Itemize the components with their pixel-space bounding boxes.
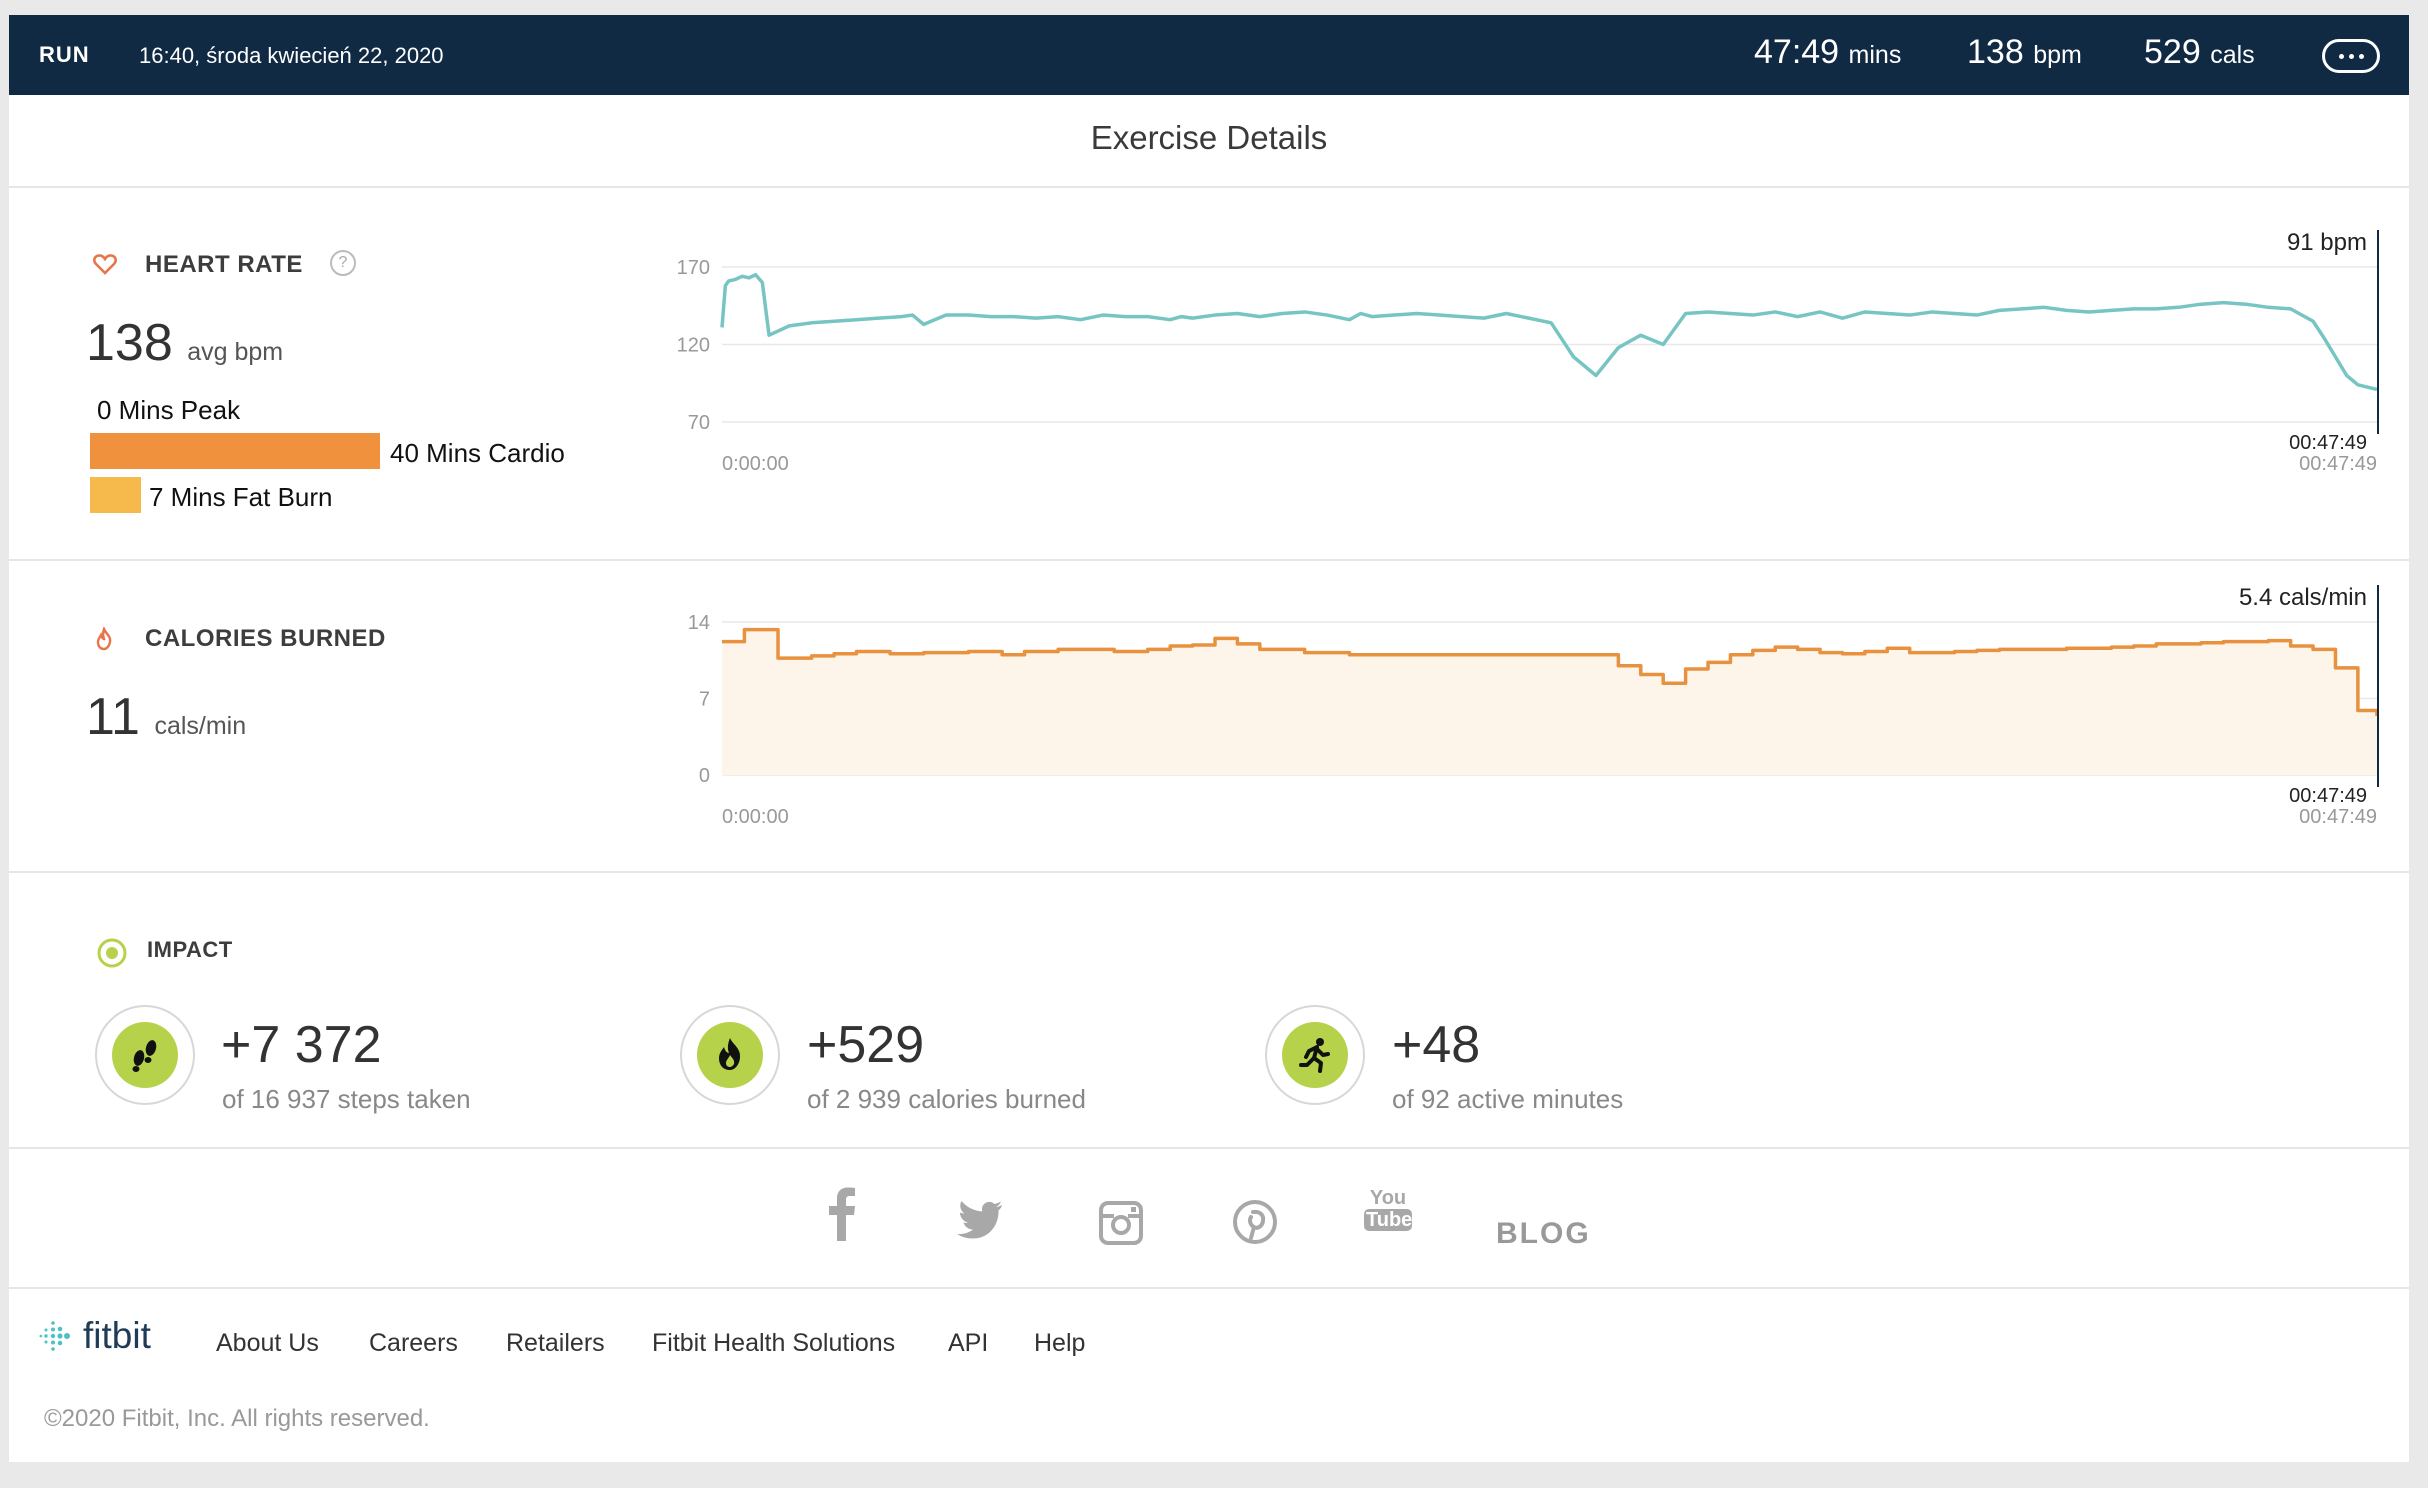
divider [9, 871, 2409, 873]
fat-burn-zone-bar [90, 477, 141, 513]
cal-ytick-label: 14 [688, 612, 710, 634]
divider [9, 1147, 2409, 1149]
fat-burn-zone-label: 7 Mins Fat Burn [149, 482, 333, 512]
fitbit-logo-text: fitbit [83, 1315, 151, 1356]
steps-impact-badge [95, 1005, 195, 1105]
cal-series-line [722, 627, 2379, 716]
avg-bpm-value: 138 [86, 314, 173, 372]
twitter-icon[interactable] [955, 1201, 1003, 1239]
avg-bpm-stat: 138 bpm [1967, 33, 2082, 72]
active-minutes-impact-badge [1265, 1005, 1365, 1105]
divider [9, 186, 2409, 188]
instagram-icon[interactable] [1099, 1201, 1143, 1245]
blog-link[interactable]: BLOG [1496, 1217, 1591, 1250]
footer-link-retailers[interactable]: Retailers [506, 1329, 605, 1357]
cal-xstart-label: 0:00:00 [722, 806, 789, 828]
flame-icon [719, 1038, 741, 1070]
divider [9, 1287, 2409, 1289]
more-dots-icon [2338, 53, 2344, 59]
cal-cursor-value: 5.4 cals/min [2239, 584, 2367, 611]
duration-value: 47:49 [1754, 33, 1840, 71]
divider [9, 559, 2409, 561]
footer-link-api[interactable]: API [948, 1329, 989, 1357]
hr-cursor-value: 91 bpm [2287, 229, 2367, 256]
footer-link-help[interactable]: Help [1034, 1329, 1086, 1357]
steps-impact-value: +7 372 [221, 1016, 382, 1074]
hr-series-line [720, 273, 2378, 392]
heart-rate-chart: 170 120 70 91 bpm 00:47:49 0:00:00 00:47:49 [677, 229, 2379, 475]
calories-stat: 529 cals [2144, 33, 2255, 72]
cal-area-fill [722, 629, 2377, 775]
calorie-rate: 11 cals/min [86, 687, 246, 747]
cal-ytick-label: 0 [699, 765, 710, 787]
impact-label: IMPACT [147, 937, 233, 962]
calories-chart-group: 14 7 0 5.4 cals/min 00:47:49 0:00:00 00:47:49 [688, 584, 2379, 828]
exercise-summary-bar: RUN 16:40, środa kwiecień 22, 2020 47:49… [9, 15, 2409, 95]
copyright: ©2020 Fitbit, Inc. All rights reserved. [44, 1405, 430, 1432]
activity-type: RUN [39, 42, 90, 67]
more-dot [2358, 53, 2364, 59]
peak-zone-label: 0 Mins Peak [97, 395, 241, 425]
avg-bpm-unit: avg bpm [187, 338, 284, 366]
heart-rate-chart-group: 170 120 70 91 bpm 00:47:49 0:00:00 00:47:49 [677, 229, 2379, 475]
duration-unit: mins [1848, 41, 1902, 69]
avg-heart-rate: 138 avg bpm [86, 313, 283, 373]
cal-xend-label: 00:47:49 [2299, 806, 2377, 828]
duration-stat: 47:49 mins [1754, 33, 1901, 72]
hr-cursor-time: 00:47:49 [2289, 432, 2367, 454]
hr-xend-label: 00:47:49 [2299, 453, 2377, 475]
exercise-datetime: 16:40, środa kwiecień 22, 2020 [139, 43, 444, 68]
heart-rate-label: HEART RATE [145, 251, 303, 278]
calories-burned-label: CALORIES BURNED [145, 625, 386, 652]
footprints-icon [132, 1040, 157, 1072]
active-minutes-impact-subtitle: of 92 active minutes [1392, 1084, 1624, 1114]
footer-link-about-us[interactable]: About Us [216, 1329, 319, 1357]
hr-ytick-label: 120 [677, 335, 710, 357]
footer-link-health-solutions[interactable]: Fitbit Health Solutions [652, 1329, 896, 1357]
facebook-icon[interactable] [827, 1185, 857, 1241]
cal-rate-value: 11 [86, 688, 140, 746]
cals-value: 529 [2144, 33, 2201, 71]
heart-icon [93, 254, 117, 275]
cardio-zone-label: 40 Mins Cardio [390, 438, 565, 468]
cal-rate-unit: cals/min [154, 712, 247, 740]
calories-chart: 14 7 0 5.4 cals/min 00:47:49 0:00:00 00:47:49 [688, 584, 2379, 828]
cal-ytick-label: 7 [699, 689, 710, 711]
fitbit-logo[interactable]: fitbit [39, 1315, 151, 1357]
calories-impact-badge [680, 1005, 780, 1105]
target-icon [97, 938, 127, 968]
help-icon[interactable]: ? [330, 250, 356, 276]
bpm-value: 138 [1967, 33, 2024, 71]
calories-impact-subtitle: of 2 939 calories burned [807, 1084, 1086, 1114]
cals-unit: cals [2210, 41, 2255, 69]
hr-xstart-label: 0:00:00 [722, 453, 789, 475]
fitbit-logo-icon [39, 1321, 70, 1351]
footer-link-careers[interactable]: Careers [369, 1329, 458, 1357]
more-options-button[interactable] [2322, 39, 2380, 73]
calories-impact-value: +529 [807, 1016, 925, 1074]
pinterest-icon[interactable] [1233, 1200, 1277, 1244]
hr-ytick-label: 70 [688, 412, 710, 434]
cardio-zone-bar [90, 433, 380, 469]
active-minutes-impact-value: +48 [1392, 1016, 1481, 1074]
more-dot [2348, 53, 2354, 59]
youtube-bottom-text: Tube [1364, 1209, 1413, 1231]
hr-ytick-label: 170 [677, 257, 710, 279]
bpm-unit: bpm [2033, 41, 2082, 69]
cal-cursor-time: 00:47:49 [2289, 785, 2367, 807]
youtube-icon[interactable]: You Tube [1364, 1187, 1412, 1231]
exercise-details-page: RUN 16:40, środa kwiecień 22, 2020 47:49… [9, 15, 2409, 1462]
steps-impact-subtitle: of 16 937 steps taken [222, 1084, 471, 1114]
youtube-top-text: You [1369, 1187, 1407, 1209]
page-title: Exercise Details [1090, 119, 1328, 156]
flame-icon [96, 627, 112, 651]
running-person-icon [1299, 1038, 1330, 1073]
